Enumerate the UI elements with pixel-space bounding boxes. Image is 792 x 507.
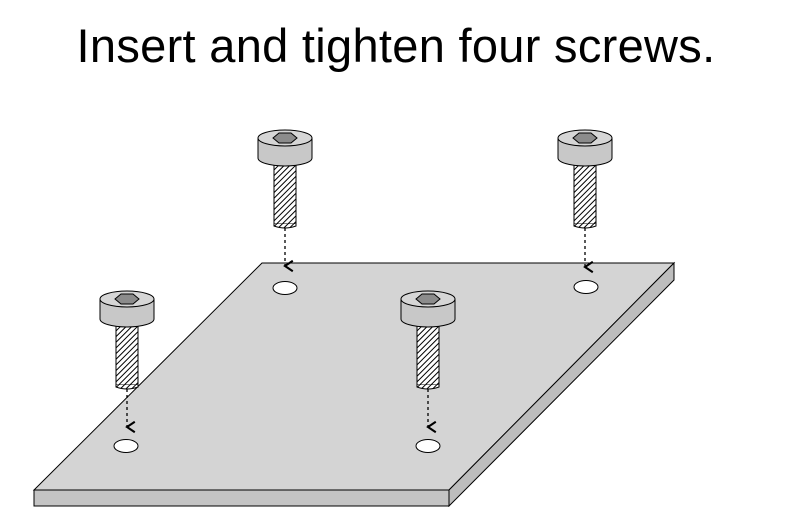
hole-front-left [113, 439, 139, 453]
base-plate [32, 261, 676, 507]
hole-back-right [573, 280, 599, 294]
mounting-holes [113, 280, 599, 453]
screw-back-right [557, 129, 613, 274]
screw-front-right [400, 290, 456, 434]
hole-back-left [272, 281, 298, 295]
hole-front-right [415, 439, 441, 453]
screw-icon [400, 290, 456, 390]
screw-icon [99, 290, 155, 390]
instruction-title: Insert and tighten four screws. [76, 19, 716, 72]
screw-back-left [257, 129, 313, 273]
screw-front-left [99, 290, 155, 434]
screw-icon [257, 129, 313, 229]
screw-icon [557, 129, 613, 229]
plate-front-edge [33, 489, 450, 507]
plate-side-edge [448, 261, 675, 507]
